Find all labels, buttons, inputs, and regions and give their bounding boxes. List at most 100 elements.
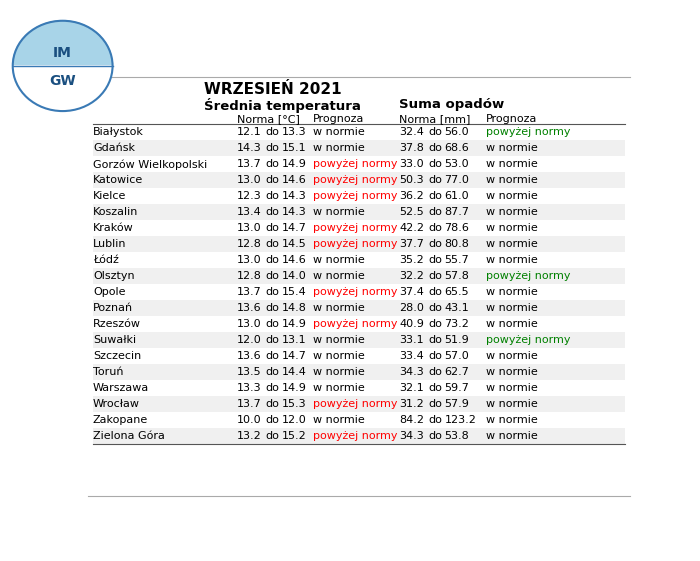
Text: 13.0: 13.0: [237, 223, 261, 233]
Text: w normie: w normie: [486, 207, 538, 217]
Text: do: do: [428, 223, 442, 233]
Text: powyżej normy: powyżej normy: [486, 335, 570, 345]
Text: Norma [°C]: Norma [°C]: [237, 114, 300, 124]
Text: 13.7: 13.7: [237, 159, 261, 169]
Text: do: do: [428, 143, 442, 153]
Text: 34.3: 34.3: [400, 367, 424, 377]
Text: 12.0: 12.0: [281, 415, 307, 425]
Text: do: do: [265, 191, 279, 201]
Text: Białystok: Białystok: [93, 127, 144, 137]
Text: 33.0: 33.0: [400, 159, 424, 169]
Text: 37.4: 37.4: [400, 287, 424, 297]
Text: 14.8: 14.8: [281, 303, 307, 313]
Text: 14.3: 14.3: [281, 207, 307, 217]
Text: Lublin: Lublin: [93, 239, 127, 249]
Text: Kielce: Kielce: [93, 191, 126, 201]
Text: w normie: w normie: [486, 383, 538, 393]
Text: do: do: [265, 143, 279, 153]
Text: 13.4: 13.4: [237, 207, 261, 217]
Text: w normie: w normie: [313, 207, 365, 217]
Text: 10.0: 10.0: [237, 415, 261, 425]
Bar: [93, 396, 624, 412]
Text: w normie: w normie: [313, 303, 365, 313]
Text: do: do: [265, 303, 279, 313]
Text: do: do: [265, 319, 279, 329]
Text: powyżej normy: powyżej normy: [313, 239, 397, 249]
Text: 15.3: 15.3: [281, 399, 307, 409]
Text: 14.7: 14.7: [281, 223, 307, 233]
Bar: [93, 300, 624, 316]
Text: Poznań: Poznań: [93, 303, 133, 313]
Text: 37.8: 37.8: [400, 143, 424, 153]
Bar: [93, 204, 624, 220]
Text: 12.1: 12.1: [237, 127, 261, 137]
Text: 15.1: 15.1: [281, 143, 307, 153]
Text: 14.3: 14.3: [281, 191, 307, 201]
Text: Katowice: Katowice: [93, 175, 144, 185]
Text: w normie: w normie: [486, 303, 538, 313]
Text: do: do: [428, 287, 442, 297]
Text: powyżej normy: powyżej normy: [313, 399, 397, 409]
Text: 12.8: 12.8: [237, 271, 262, 281]
Polygon shape: [13, 21, 113, 66]
Text: 68.6: 68.6: [444, 143, 469, 153]
Text: 77.0: 77.0: [444, 175, 469, 185]
Text: 51.9: 51.9: [444, 335, 469, 345]
Text: do: do: [265, 335, 279, 345]
Text: 73.2: 73.2: [444, 319, 469, 329]
Text: 13.6: 13.6: [237, 351, 261, 361]
Text: do: do: [428, 207, 442, 217]
Text: 42.2: 42.2: [400, 223, 424, 233]
Text: do: do: [265, 223, 279, 233]
Text: 13.3: 13.3: [237, 383, 261, 393]
Text: 34.3: 34.3: [400, 431, 424, 441]
Text: powyżej normy: powyżej normy: [486, 271, 570, 281]
Text: 53.0: 53.0: [444, 159, 469, 169]
Text: 50.3: 50.3: [400, 175, 424, 185]
Text: do: do: [428, 191, 442, 201]
Text: do: do: [428, 351, 442, 361]
Text: 14.3: 14.3: [237, 143, 261, 153]
Text: w normie: w normie: [486, 351, 538, 361]
Text: Gorzów Wielkopolski: Gorzów Wielkopolski: [93, 159, 207, 169]
Text: Rzeszów: Rzeszów: [93, 319, 141, 329]
Text: 57.8: 57.8: [444, 271, 469, 281]
Text: powyżej normy: powyżej normy: [313, 159, 397, 169]
Text: 28.0: 28.0: [400, 303, 424, 313]
Text: 13.7: 13.7: [237, 287, 261, 297]
Text: w normie: w normie: [313, 143, 365, 153]
Text: 53.8: 53.8: [444, 431, 469, 441]
Text: do: do: [428, 127, 442, 137]
Text: powyżej normy: powyżej normy: [313, 223, 397, 233]
Text: w normie: w normie: [313, 367, 365, 377]
Text: Suma opadów: Suma opadów: [400, 98, 505, 112]
Text: w normie: w normie: [313, 335, 365, 345]
Text: Szczecin: Szczecin: [93, 351, 141, 361]
Text: do: do: [265, 271, 279, 281]
Text: Łódź: Łódź: [93, 255, 119, 265]
Text: 32.4: 32.4: [400, 127, 424, 137]
Text: 40.9: 40.9: [400, 319, 424, 329]
Text: 13.1: 13.1: [281, 335, 307, 345]
Text: 31.2: 31.2: [400, 399, 424, 409]
Text: 12.3: 12.3: [237, 191, 261, 201]
Polygon shape: [13, 66, 113, 111]
Text: 13.0: 13.0: [237, 255, 261, 265]
Text: w normie: w normie: [486, 319, 538, 329]
Text: do: do: [265, 399, 279, 409]
Text: 57.9: 57.9: [444, 399, 469, 409]
Text: Suwałki: Suwałki: [93, 335, 136, 345]
Text: w normie: w normie: [313, 351, 365, 361]
Text: do: do: [428, 159, 442, 169]
Text: 36.2: 36.2: [400, 191, 424, 201]
Text: 32.2: 32.2: [400, 271, 424, 281]
Text: 14.9: 14.9: [281, 319, 307, 329]
Text: w normie: w normie: [313, 383, 365, 393]
Text: do: do: [428, 175, 442, 185]
Text: 13.0: 13.0: [237, 319, 261, 329]
Text: w normie: w normie: [486, 255, 538, 265]
Text: 13.7: 13.7: [237, 399, 261, 409]
Text: Zakopane: Zakopane: [93, 415, 148, 425]
Text: w normie: w normie: [486, 143, 538, 153]
Text: Warszawa: Warszawa: [93, 383, 149, 393]
